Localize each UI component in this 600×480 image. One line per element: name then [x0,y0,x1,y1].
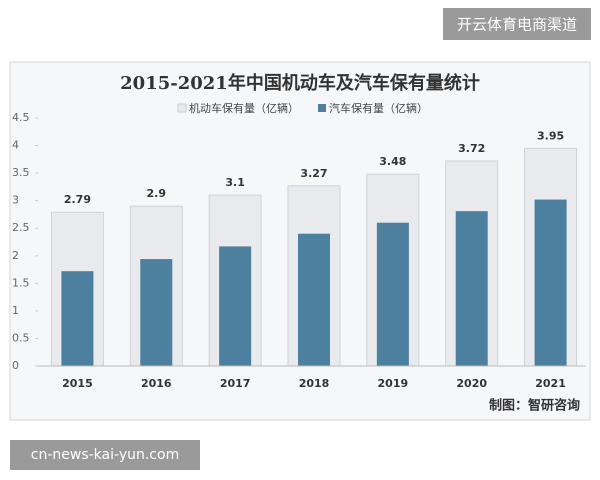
car-bar [219,246,252,366]
legend-label: 汽车保有量（亿辆） [329,101,428,115]
value-label: 3.1 [225,176,245,189]
car-bar [455,211,488,366]
x-tick-label: 2021 [535,377,566,390]
x-tick-label: 2016 [141,377,172,390]
y-tick-label: 3 [12,194,19,207]
x-tick-label: 2019 [378,377,409,390]
chart-title: 2015-2021年中国机动车及汽车保有量统计 [120,72,480,94]
badge: 开云体育电商渠道 [457,16,577,34]
y-tick-label: 1.5 [12,276,30,289]
y-tick-label: 0.5 [12,331,30,344]
url: cn-news-kai-yun.com [31,447,179,463]
x-tick-label: 2017 [220,377,251,390]
y-tick-label: 3.5 [12,166,30,179]
x-tick-label: 2015 [62,377,93,390]
car-bar [298,233,330,366]
value-label: 3.27 [300,167,327,180]
y-tick-label: 2.5 [12,221,30,234]
value-label: 3.72 [458,142,485,155]
x-tick-label: 2018 [299,377,330,390]
legend-swatch [177,103,187,113]
value-label: 3.95 [537,129,564,142]
y-tick-label: 2 [12,249,19,262]
y-tick-label: 4.5 [12,111,30,124]
car-bar [140,259,173,366]
y-tick-label: 1 [12,304,19,317]
url-bg [10,440,200,470]
value-label: 3.48 [379,155,406,168]
legend-swatch [318,104,326,112]
source: 制图：智研咨询 [489,398,580,414]
car-bar [376,222,409,366]
car-bar [61,271,94,366]
y-tick-label: 0 [12,359,19,372]
x-tick-label: 2020 [456,377,487,390]
y-tick-label: 4 [12,139,19,152]
badge-bg [443,8,591,40]
value-label: 2.9 [147,187,167,200]
car-bar [534,199,567,366]
legend-label: 机动车保有量（亿辆） [189,101,299,115]
value-label: 2.79 [64,193,91,206]
